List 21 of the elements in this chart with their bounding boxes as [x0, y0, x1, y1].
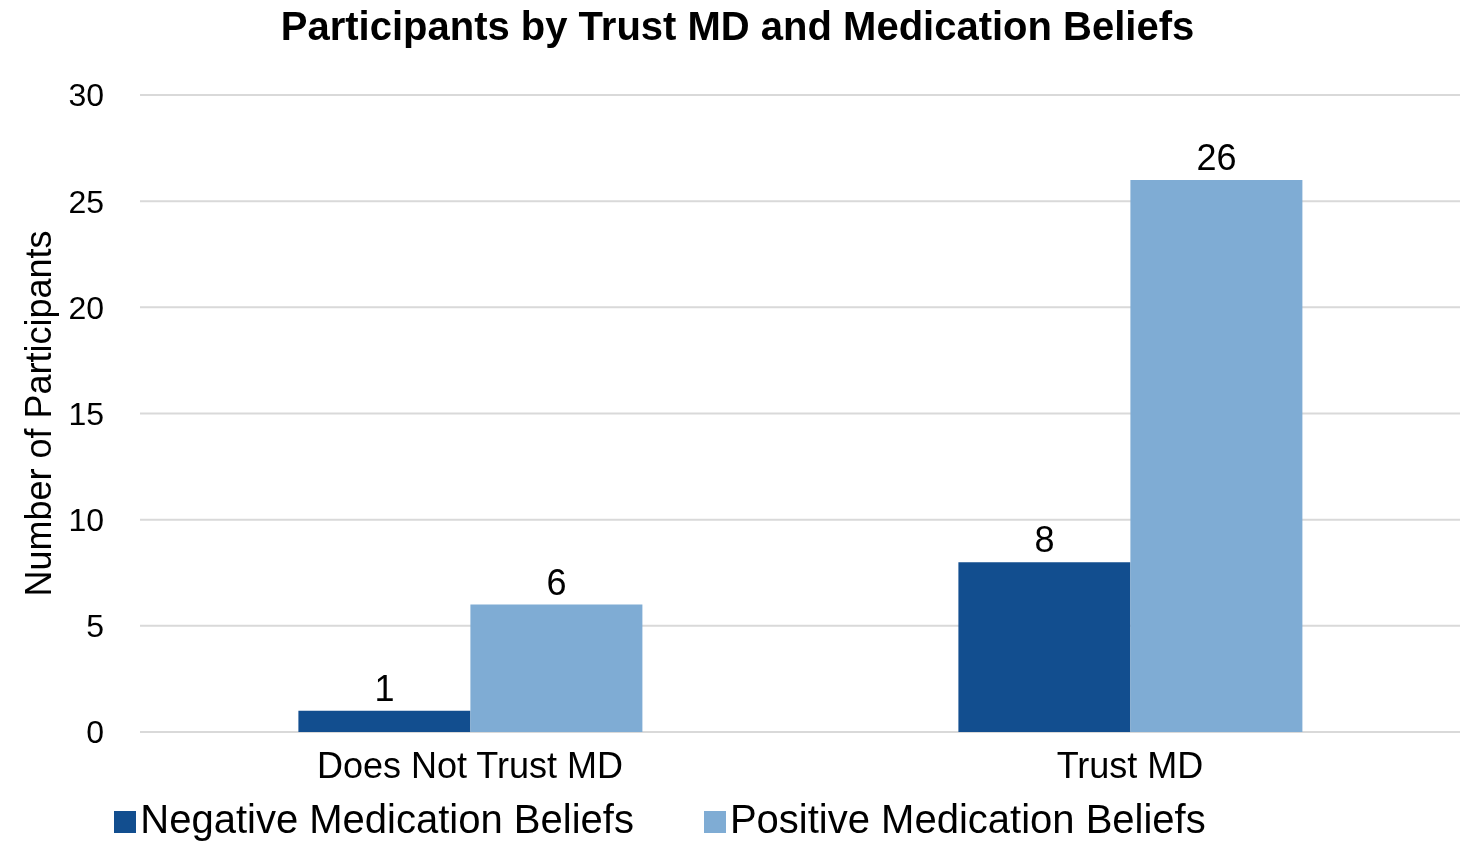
- bar: [958, 562, 1131, 732]
- data-label: 8: [1034, 519, 1055, 561]
- y-tick-label: 5: [86, 608, 104, 645]
- data-label: 1: [374, 667, 395, 709]
- y-tick-label: 10: [68, 502, 104, 539]
- data-label: 6: [546, 561, 567, 603]
- chart-title: Participants by Trust MD and Medication Beliefs: [279, 4, 1196, 49]
- y-tick-label: 15: [68, 395, 104, 432]
- y-axis-title: Number of Participants: [17, 230, 59, 597]
- y-tick-label: 25: [68, 183, 104, 220]
- data-label: 26: [1196, 136, 1237, 178]
- y-tick-label: 20: [68, 289, 104, 326]
- y-tick-label: 0: [86, 714, 104, 751]
- bar: [1130, 179, 1303, 732]
- y-tick-label: 30: [68, 77, 104, 114]
- bar: [470, 604, 643, 732]
- legend-label: Negative Medication Beliefs: [140, 797, 634, 841]
- x-tick-label: Trust MD: [1056, 744, 1204, 786]
- bar: [298, 710, 471, 732]
- x-tick-label: Does Not Trust MD: [316, 744, 624, 786]
- legend-label: Positive Medication Beliefs: [729, 797, 1206, 841]
